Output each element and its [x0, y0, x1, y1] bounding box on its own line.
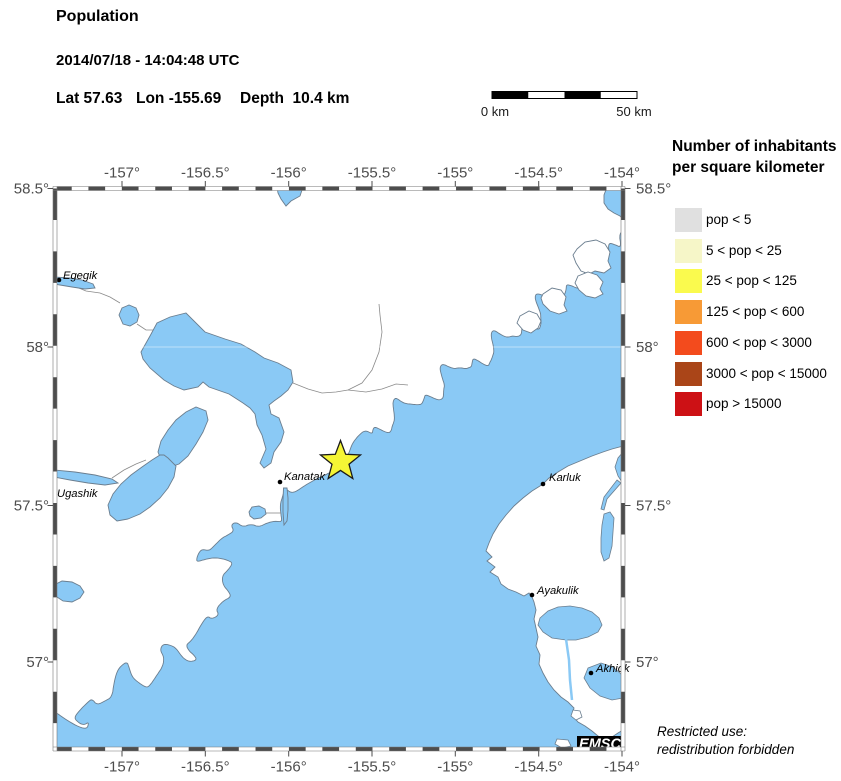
svg-text:-156°: -156° — [271, 759, 307, 776]
svg-text:-155.5°: -155.5° — [348, 759, 397, 776]
svg-text:Karluk: Karluk — [549, 472, 582, 484]
svg-text:58.5°: 58.5° — [14, 181, 49, 198]
svg-text:-154.5°: -154.5° — [514, 165, 563, 182]
svg-text:58.5°: 58.5° — [636, 181, 671, 198]
svg-text:50 km: 50 km — [616, 104, 651, 119]
svg-text:57°: 57° — [636, 654, 659, 671]
svg-text:0 km: 0 km — [481, 104, 509, 119]
svg-text:-157°: -157° — [104, 165, 140, 182]
svg-text:Akhiok: Akhiok — [595, 663, 631, 675]
svg-text:-154°: -154° — [604, 759, 640, 776]
svg-text:-154.5°: -154.5° — [514, 759, 563, 776]
svg-text:-157°: -157° — [104, 759, 140, 776]
svg-text:Ayakulik: Ayakulik — [536, 585, 580, 597]
svg-text:57.5°: 57.5° — [14, 498, 49, 515]
svg-text:58°: 58° — [636, 339, 659, 356]
svg-text:-156°: -156° — [271, 165, 307, 182]
svg-text:-156.5°: -156.5° — [181, 165, 230, 182]
svg-text:58°: 58° — [26, 339, 49, 356]
svg-text:-154°: -154° — [604, 165, 640, 182]
svg-text:-155°: -155° — [437, 165, 473, 182]
svg-text:Kanatak: Kanatak — [284, 471, 326, 483]
svg-text:Ugashik: Ugashik — [57, 488, 99, 500]
svg-text:-155°: -155° — [437, 759, 473, 776]
svg-text:-155.5°: -155.5° — [348, 165, 397, 182]
svg-text:57°: 57° — [26, 654, 49, 671]
svg-text:-156.5°: -156.5° — [181, 759, 230, 776]
svg-text:Egegik: Egegik — [63, 270, 99, 282]
svg-text:57.5°: 57.5° — [636, 498, 671, 515]
